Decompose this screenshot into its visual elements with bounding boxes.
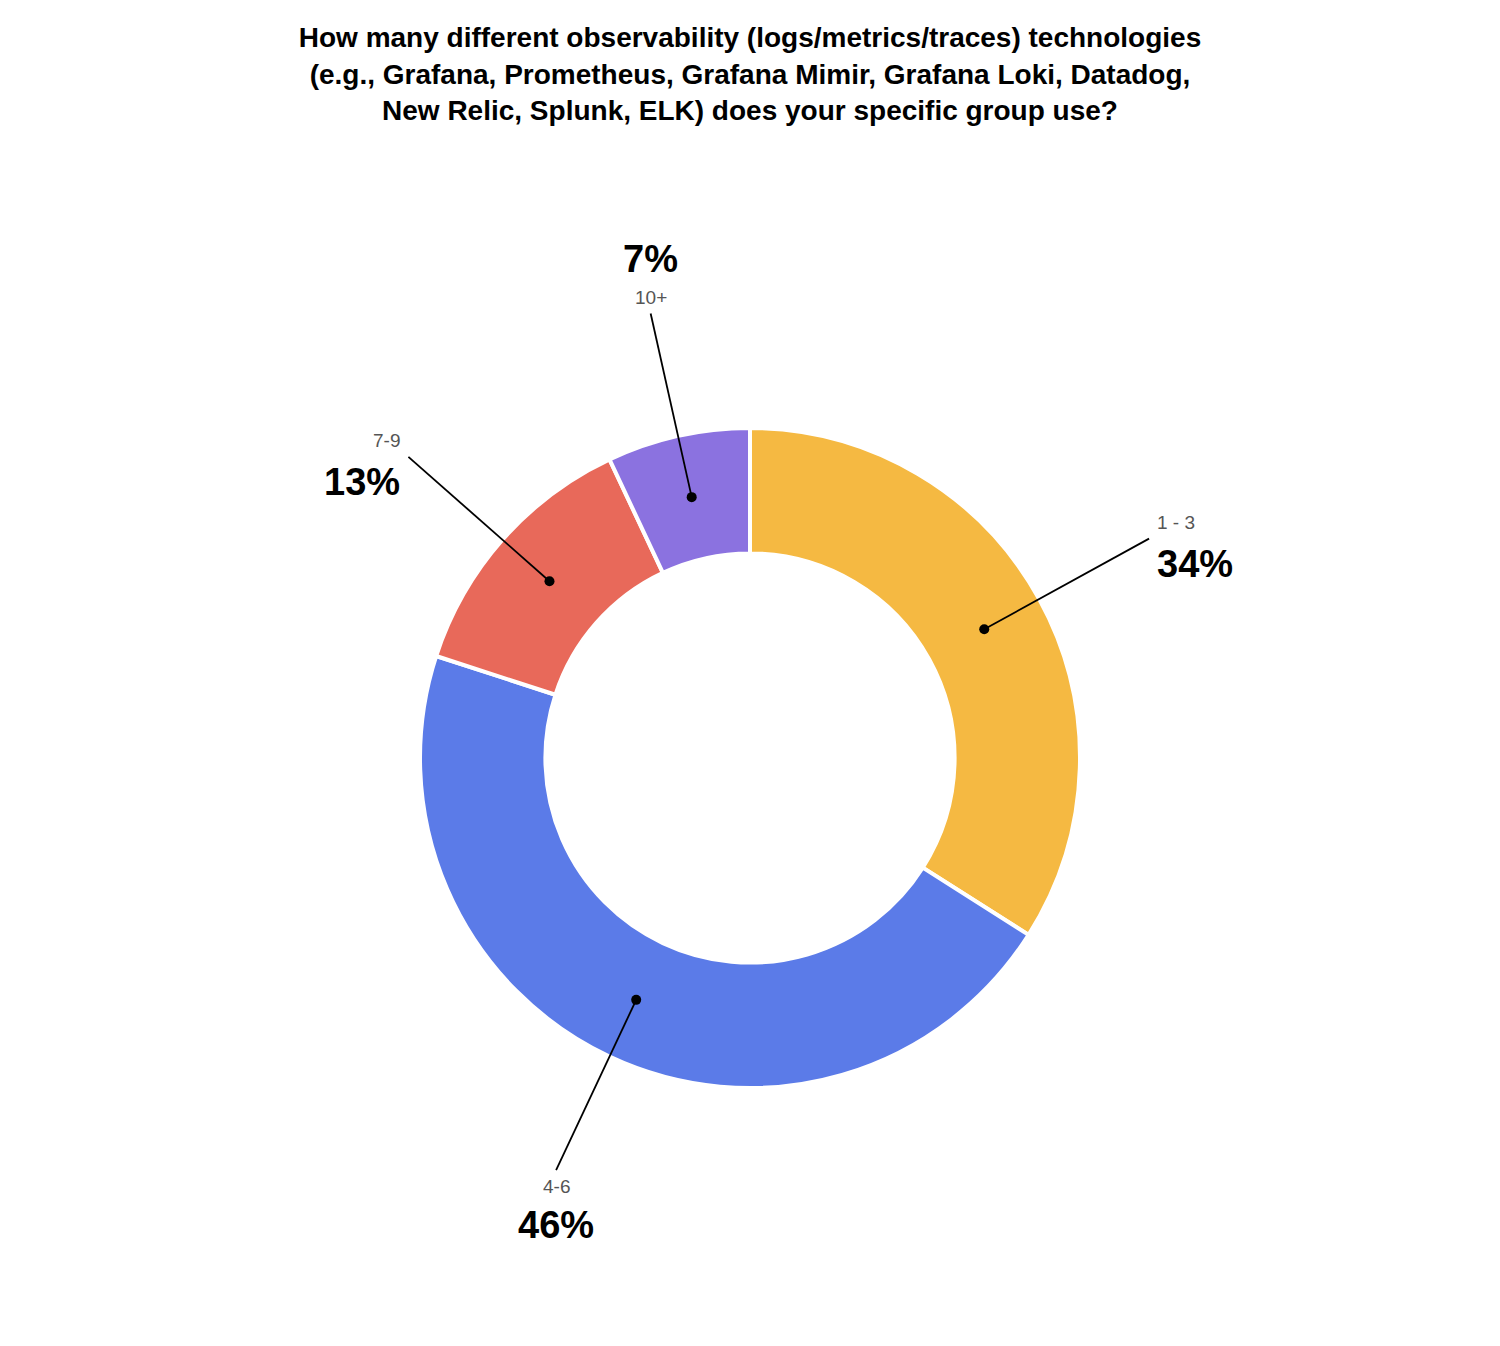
svg-text:46%: 46%: [518, 1204, 594, 1246]
svg-text:1 - 3: 1 - 3: [1157, 512, 1195, 533]
svg-text:34%: 34%: [1157, 543, 1233, 585]
svg-text:4-6: 4-6: [543, 1176, 570, 1197]
svg-text:How many different observabili: How many different observability (logs/m…: [299, 22, 1201, 126]
svg-text:13%: 13%: [324, 461, 400, 503]
svg-text:10+: 10+: [635, 287, 667, 308]
svg-text:7-9: 7-9: [373, 430, 400, 451]
svg-text:7%: 7%: [623, 238, 678, 280]
